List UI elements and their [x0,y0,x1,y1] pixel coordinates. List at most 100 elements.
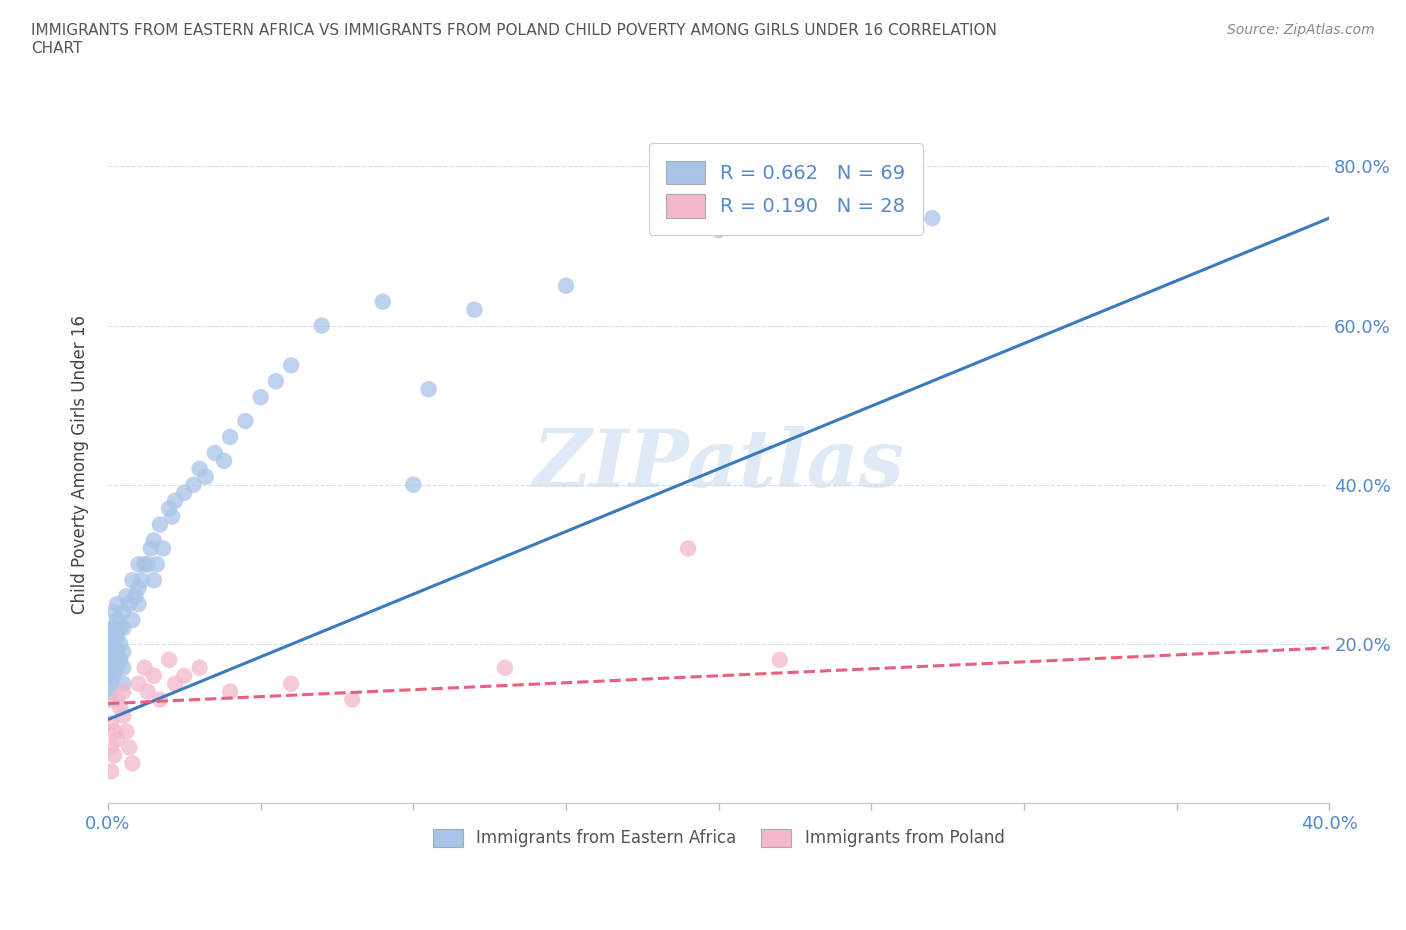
Point [100,716,122,731]
Point [204,445,226,460]
Point [494,660,516,675]
Point [194,470,217,485]
Point [235,414,257,429]
Point [121,613,143,628]
Point [264,374,287,389]
Point [131,573,153,588]
Point [112,604,135,619]
Point [402,477,425,492]
Point [103,604,125,619]
Point [112,708,135,723]
Point [103,669,125,684]
Point [707,222,730,237]
Point [212,454,235,469]
Point [280,676,302,691]
Point [157,652,180,667]
Point [108,700,131,715]
Point [100,636,122,651]
Point [921,211,943,226]
Point [100,684,122,699]
Point [769,652,792,667]
Point [128,597,150,612]
Point [103,644,125,659]
Point [139,541,162,556]
Point [103,620,125,635]
Point [311,318,333,333]
Point [105,732,128,747]
Point [128,676,150,691]
Point [115,589,138,604]
Point [105,613,128,628]
Point [112,644,135,659]
Point [134,660,156,675]
Point [100,660,122,675]
Point [112,660,135,675]
Point [100,692,122,707]
Point [249,390,271,405]
Point [112,684,135,699]
Point [142,533,165,548]
Point [100,669,122,684]
Point [105,597,128,612]
Point [118,740,141,755]
Point [105,692,128,707]
Text: Source: ZipAtlas.com: Source: ZipAtlas.com [1227,23,1375,37]
Point [676,541,699,556]
Legend: Immigrants from Eastern Africa, Immigrants from Poland: Immigrants from Eastern Africa, Immigran… [425,820,1012,856]
Point [100,629,122,644]
Point [146,557,169,572]
Point [112,676,135,691]
Point [115,724,138,739]
Point [342,692,364,707]
Text: IMMIGRANTS FROM EASTERN AFRICA VS IMMIGRANTS FROM POLAND CHILD POVERTY AMONG GIR: IMMIGRANTS FROM EASTERN AFRICA VS IMMIGR… [31,23,997,56]
Point [100,740,122,755]
Point [108,636,131,651]
Point [124,589,146,604]
Point [418,382,440,397]
Point [105,660,128,675]
Point [103,748,125,763]
Point [157,501,180,516]
Point [103,724,125,739]
Point [100,644,122,659]
Point [219,684,242,699]
Point [100,620,122,635]
Point [103,652,125,667]
Point [134,557,156,572]
Text: ZIPatlas: ZIPatlas [533,426,904,503]
Point [103,660,125,675]
Point [105,629,128,644]
Point [142,573,165,588]
Point [280,358,302,373]
Point [149,692,172,707]
Point [188,461,211,476]
Point [188,660,211,675]
Point [128,580,150,595]
Point [108,652,131,667]
Point [108,620,131,635]
Point [371,294,394,309]
Point [136,684,159,699]
Point [121,756,143,771]
Point [160,509,183,524]
Point [100,676,122,691]
Point [183,477,205,492]
Point [152,541,174,556]
Point [463,302,485,317]
Point [173,485,195,500]
Point [128,557,150,572]
Point [100,652,122,667]
Point [165,676,187,691]
Point [173,669,195,684]
Point [105,644,128,659]
Point [103,636,125,651]
Point [118,597,141,612]
Point [136,557,159,572]
Point [165,493,187,508]
Point [142,669,165,684]
Point [219,430,242,445]
Point [100,764,122,778]
Point [555,278,578,293]
Point [112,620,135,635]
Point [149,517,172,532]
